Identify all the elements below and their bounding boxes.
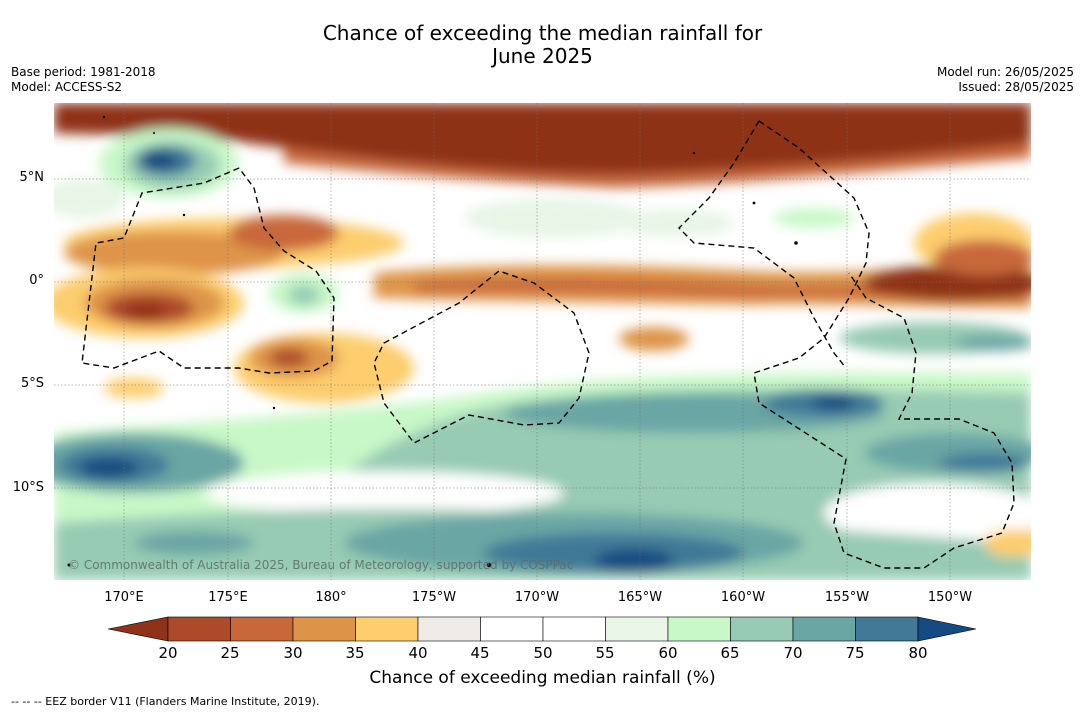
map-title-line2: June 2025 [492, 44, 593, 68]
model-run: Model run: 26/05/2025 [936, 65, 1074, 79]
base-period: Base period: 1981-2018 [11, 65, 156, 79]
issued-date: Issued: 28/05/2025 [958, 80, 1074, 94]
colorbar-tick: 50 [533, 644, 553, 662]
colorbar-segment [480, 616, 544, 642]
colorbar-tick: 20 [158, 644, 178, 662]
colorbar-extend-high [917, 616, 977, 642]
colorbar-segment [230, 616, 294, 642]
colorbar-segment [792, 616, 856, 642]
colorbar-segment [292, 616, 356, 642]
graticule [54, 103, 1031, 580]
lat-label-5s: 5°S [20, 376, 44, 391]
rainfall-map [54, 103, 1031, 580]
colorbar-tick: 25 [220, 644, 240, 662]
colorbar-segment [417, 616, 481, 642]
lon-label-165w: 165°W [617, 590, 663, 605]
lon-label-170w: 170°W [514, 590, 560, 605]
colorbar-tick: 70 [783, 644, 803, 662]
copyright-notice: © Commonwealth of Australia 2025, Bureau… [68, 558, 574, 572]
colorbar-segments [108, 616, 977, 642]
colorbar-tick: 75 [845, 644, 865, 662]
colorbar-segment [855, 616, 919, 642]
colorbar-segment [542, 616, 606, 642]
eez-borders [81, 120, 1015, 569]
rainfall-field [54, 103, 1031, 580]
lon-label-175w: 175°W [411, 590, 457, 605]
lat-label-5n: 5°N [19, 170, 45, 185]
colorbar-tick: 30 [283, 644, 303, 662]
colorbar-tick: 35 [345, 644, 365, 662]
lon-label-160w: 160°W [720, 590, 766, 605]
lat-label-0: 0° [29, 273, 44, 288]
colorbar [108, 616, 977, 642]
lon-label-155w: 155°W [824, 590, 870, 605]
colorbar-extend-low [108, 616, 169, 642]
lon-label-175e: 175°E [208, 590, 248, 605]
colorbar-segment [355, 616, 419, 642]
colorbar-label: Chance of exceeding median rainfall (%) [369, 668, 716, 688]
colorbar-tick: 60 [658, 644, 678, 662]
islands [67, 115, 798, 568]
lat-label-10s: 10°S [12, 480, 44, 495]
eez-legend-note: -- -- -- EEZ border V11 (Flanders Marine… [11, 695, 320, 708]
lon-label-150w: 150°W [927, 590, 973, 605]
colorbar-tick: 55 [595, 644, 615, 662]
colorbar-tick: 40 [408, 644, 428, 662]
colorbar-segment [730, 616, 794, 642]
map-title-line1: Chance of exceeding the median rainfall … [322, 21, 763, 45]
colorbar-tick: 80 [908, 644, 928, 662]
meta-left: Base period: 1981-2018 Model: ACCESS-S2 [11, 65, 156, 95]
meta-right: Model run: 26/05/2025 Issued: 28/05/2025 [937, 65, 1074, 95]
lon-label-180: 180° [315, 590, 347, 605]
model-name: Model: ACCESS-S2 [11, 80, 123, 94]
colorbar-segment [605, 616, 669, 642]
colorbar-tick: 65 [720, 644, 740, 662]
lon-label-170e: 170°E [104, 590, 144, 605]
colorbar-tick: 45 [470, 644, 490, 662]
colorbar-segment [167, 616, 231, 642]
colorbar-segment [667, 616, 731, 642]
